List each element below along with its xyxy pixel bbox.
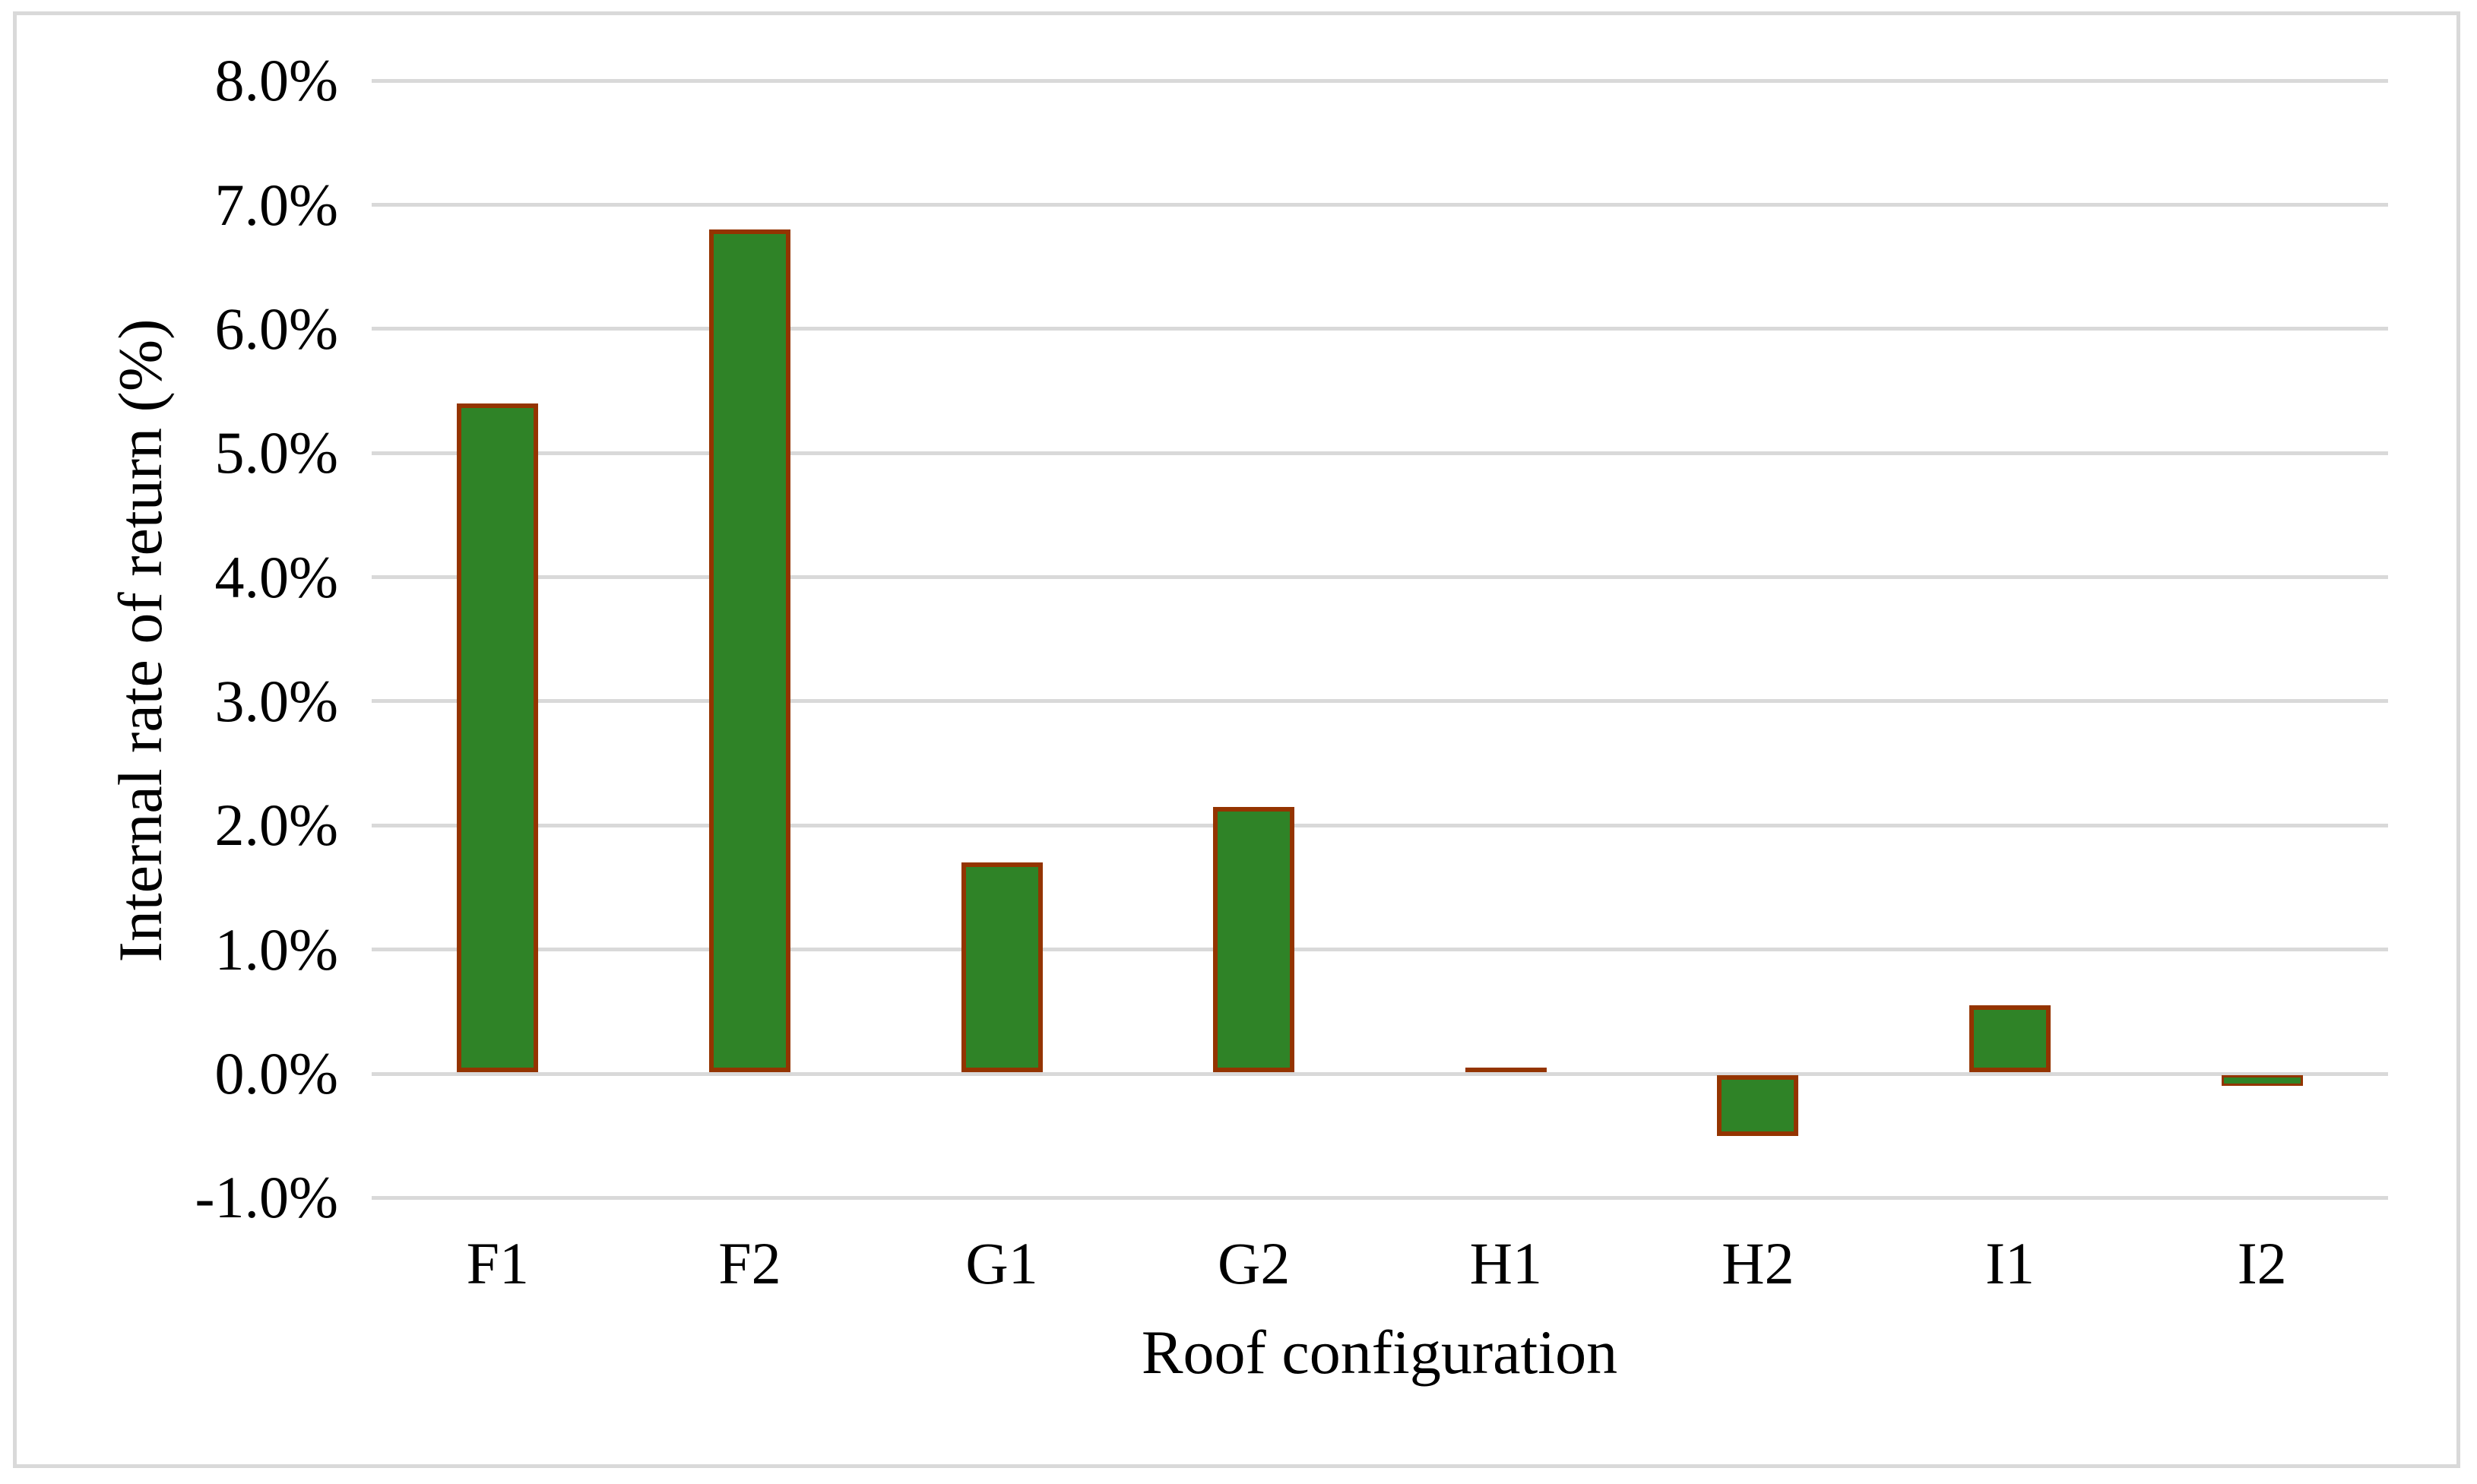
y-gridline-3.0% bbox=[372, 699, 2388, 704]
y-tick-label: 7.0% bbox=[214, 171, 338, 238]
x-tick-label-H2: H2 bbox=[1722, 1230, 1794, 1296]
y-gridline-7.0% bbox=[372, 203, 2388, 207]
y-tick-label: 5.0% bbox=[214, 419, 338, 486]
y-gridline--1.0% bbox=[372, 1195, 2388, 1200]
y-tick-label: 1.0% bbox=[214, 916, 338, 982]
y-gridline-6.0% bbox=[372, 327, 2388, 331]
x-tick-label-H1: H1 bbox=[1469, 1230, 1542, 1296]
x-tick-label-I1: I1 bbox=[1985, 1230, 2035, 1296]
bar-F1 bbox=[457, 403, 539, 1072]
y-gridline-5.0% bbox=[372, 451, 2388, 455]
y-tick-label: 4.0% bbox=[214, 543, 338, 610]
y-axis-title: Internal rate of return (%) bbox=[106, 318, 175, 963]
y-tick-label: -1.0% bbox=[195, 1164, 338, 1231]
x-tick-label-I2: I2 bbox=[2237, 1230, 2287, 1296]
bar-H2 bbox=[1717, 1075, 1799, 1136]
bar-I2 bbox=[2221, 1075, 2303, 1087]
bar-H1 bbox=[1465, 1067, 1547, 1072]
bar-G1 bbox=[961, 862, 1043, 1072]
x-tick-label-G2: G2 bbox=[1218, 1230, 1291, 1296]
y-gridline-8.0% bbox=[372, 78, 2388, 83]
chart-outer-border bbox=[13, 11, 2460, 1468]
x-tick-label-F1: F1 bbox=[466, 1230, 529, 1296]
bar-G2 bbox=[1213, 806, 1295, 1072]
y-gridline-4.0% bbox=[372, 575, 2388, 580]
y-tick-label: 8.0% bbox=[214, 47, 338, 114]
x-tick-label-F2: F2 bbox=[718, 1230, 781, 1296]
x-tick-label-G1: G1 bbox=[965, 1230, 1038, 1296]
bar-I1 bbox=[1969, 1005, 2051, 1072]
y-tick-label: 3.0% bbox=[214, 667, 338, 734]
y-gridline-0.0% bbox=[372, 1071, 2388, 1076]
x-axis-title: Roof configuration bbox=[1141, 1318, 1618, 1387]
bar-F2 bbox=[708, 229, 790, 1072]
y-tick-label: 0.0% bbox=[214, 1040, 338, 1106]
y-gridline-1.0% bbox=[372, 948, 2388, 952]
y-tick-label: 6.0% bbox=[214, 295, 338, 362]
y-gridline-2.0% bbox=[372, 823, 2388, 827]
y-tick-label: 2.0% bbox=[214, 792, 338, 859]
